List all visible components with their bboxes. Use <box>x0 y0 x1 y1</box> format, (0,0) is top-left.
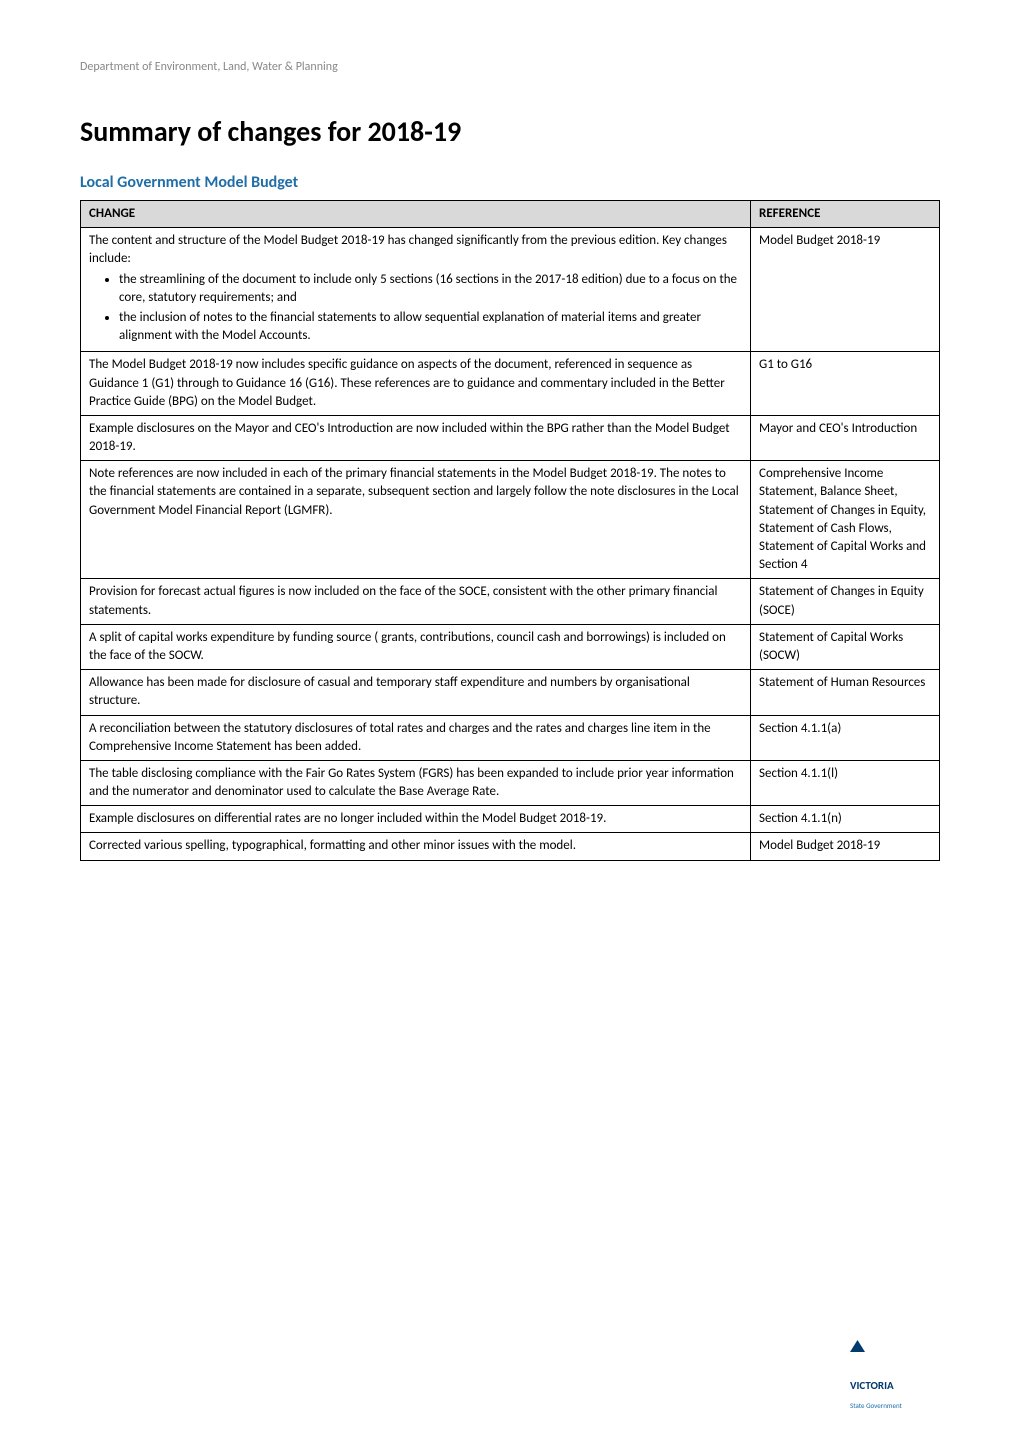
change-cell: A reconciliation between the statutory d… <box>81 715 751 760</box>
reference-cell: G1 to G16 <box>751 352 940 416</box>
department-logo: Department of Environment, Land, Water &… <box>80 60 940 74</box>
reference-cell: Section 4.1.1(n) <box>751 806 940 833</box>
reference-cell: Model Budget 2018-19 <box>751 228 940 352</box>
table-row: Note references are now included in each… <box>81 461 940 579</box>
reference-cell: Section 4.1.1(l) <box>751 760 940 805</box>
change-cell: Note references are now included in each… <box>81 461 751 579</box>
table-row: The table disclosing compliance with the… <box>81 760 940 805</box>
change-cell: The Model Budget 2018-19 now includes sp… <box>81 352 751 416</box>
reference-cell: Mayor and CEO's Introduction <box>751 415 940 460</box>
table-row: A split of capital works expenditure by … <box>81 624 940 669</box>
change-intro: The content and structure of the Model B… <box>89 233 727 266</box>
changes-table: CHANGE REFERENCE The content and structu… <box>80 200 940 861</box>
victoria-triangle-icon <box>850 1340 940 1370</box>
change-bullets: the streamlining of the document to incl… <box>109 271 742 346</box>
change-cell: Example disclosures on differential rate… <box>81 806 751 833</box>
victoria-main-text: VICTORIA <box>850 1379 894 1392</box>
bullet-item: the inclusion of notes to the financial … <box>119 309 742 345</box>
change-cell: The content and structure of the Model B… <box>81 228 751 352</box>
table-row: The Model Budget 2018-19 now includes sp… <box>81 352 940 416</box>
table-row: Corrected various spelling, typographica… <box>81 833 940 860</box>
reference-cell: Statement of Capital Works (SOCW) <box>751 624 940 669</box>
table-row: Example disclosures on the Mayor and CEO… <box>81 415 940 460</box>
header-reference: REFERENCE <box>751 201 940 228</box>
change-cell: A split of capital works expenditure by … <box>81 624 751 669</box>
header-change: CHANGE <box>81 201 751 228</box>
table-row: Allowance has been made for disclosure o… <box>81 670 940 715</box>
change-cell: Provision for forecast actual figures is… <box>81 579 751 624</box>
table-row: Example disclosures on differential rate… <box>81 806 940 833</box>
reference-cell: Statement of Changes in Equity (SOCE) <box>751 579 940 624</box>
page-title: Summary of changes for 2018-19 <box>80 114 940 149</box>
table-row: Provision for forecast actual figures is… <box>81 579 940 624</box>
change-cell: Example disclosures on the Mayor and CEO… <box>81 415 751 460</box>
subtitle: Local Government Model Budget <box>80 173 940 192</box>
reference-cell: Comprehensive Income Statement, Balance … <box>751 461 940 579</box>
change-cell: The table disclosing compliance with the… <box>81 760 751 805</box>
table-row: The content and structure of the Model B… <box>81 228 940 352</box>
change-cell: Corrected various spelling, typographica… <box>81 833 751 860</box>
reference-cell: Section 4.1.1(a) <box>751 715 940 760</box>
logo-text: Department of Environment, Land, Water &… <box>80 60 338 74</box>
reference-cell: Statement of Human Resources <box>751 670 940 715</box>
change-cell: Allowance has been made for disclosure o… <box>81 670 751 715</box>
victoria-logo: VICTORIA State Government <box>850 1340 940 1413</box>
bullet-item: the streamlining of the document to incl… <box>119 271 742 307</box>
table-row: A reconciliation between the statutory d… <box>81 715 940 760</box>
reference-cell: Model Budget 2018-19 <box>751 833 940 860</box>
victoria-sub-text: State Government <box>850 1401 902 1410</box>
table-header-row: CHANGE REFERENCE <box>81 201 940 228</box>
